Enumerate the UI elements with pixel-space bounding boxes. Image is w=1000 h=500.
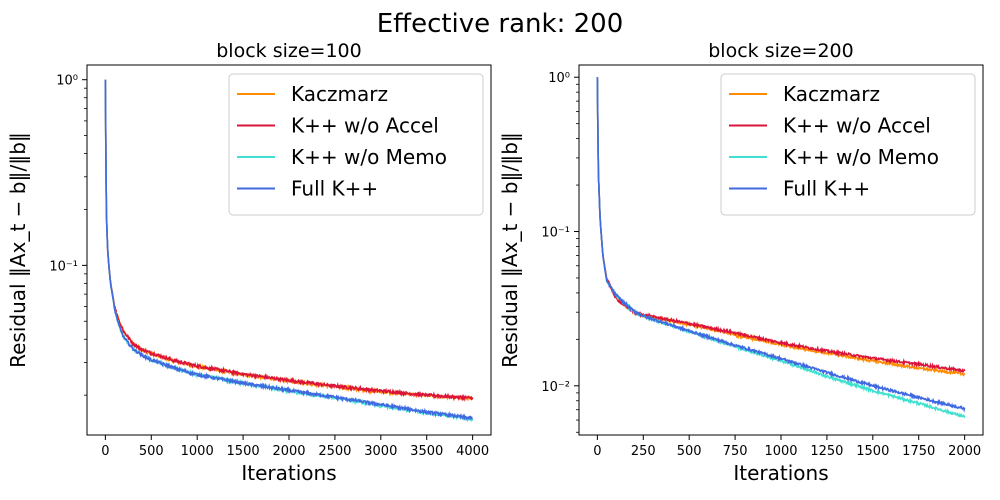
series-group: [104, 79, 474, 423]
x-tick-label: 0: [593, 444, 601, 459]
x-tick-label: 1250: [810, 444, 843, 459]
y-tick-label: 10⁻²: [541, 380, 570, 395]
legend-box: [228, 73, 484, 216]
x-tick-label: 1000: [181, 444, 214, 459]
x-tick-label: 250: [631, 444, 656, 459]
y-tick-label: 10⁻¹: [49, 259, 78, 274]
y-tick-label: 10⁰: [548, 71, 570, 86]
series-line-full-k-: [104, 79, 473, 421]
legend-entry-label: K++ w/o Accel: [291, 114, 439, 138]
legend-entry-label: Full K++: [291, 177, 378, 201]
legend-entry-label: K++ w/o Memo: [783, 145, 939, 169]
x-tick-label: 1500: [856, 444, 889, 459]
series-line-k-w-o-accel: [596, 77, 966, 374]
x-tick-label: 1000: [764, 444, 797, 459]
x-tick-label: 4000: [456, 444, 489, 459]
series-line-full-k-: [596, 77, 966, 413]
x-tick-label: 3000: [364, 444, 397, 459]
legend-box: [720, 73, 976, 216]
legend-entry-label: Full K++: [783, 177, 870, 201]
legend: Kaczmarz K++ w/o Accel K++ w/o Memo Full K+…: [228, 73, 484, 216]
x-tick-label: 500: [677, 444, 702, 459]
legend-entry-label: Kaczmarz: [783, 82, 880, 106]
x-tick-label: 0: [101, 444, 109, 459]
series-line-k-w-o-accel: [104, 79, 474, 402]
x-tick-label: 2000: [272, 444, 305, 459]
x-tick-label: 2500: [318, 444, 351, 459]
x-tick-label: 750: [723, 444, 748, 459]
y-axis-label: Residual ‖Ax_t − b‖/‖b‖: [498, 132, 522, 368]
x-tick-label: 500: [139, 444, 164, 459]
legend-entry-label: Kaczmarz: [291, 82, 388, 106]
subplot-2: block size=200 0 250 500 750 1000 1250 1500 1750…: [498, 40, 984, 485]
x-axis-label: Iterations: [733, 461, 828, 485]
y-tick-label: 10⁻¹: [541, 226, 570, 241]
y-tick-label: 10⁰: [56, 74, 78, 89]
x-tick-label: 2000: [948, 444, 981, 459]
x-tick-label: 1500: [227, 444, 260, 459]
legend-entry-label: K++ w/o Accel: [783, 114, 931, 138]
subplot-1: block size=100 0 500 1000 1500 2000 2500 3000 35…: [6, 40, 492, 485]
x-tick-label: 3500: [410, 444, 443, 459]
figure-title: Effective rank: 200: [377, 9, 624, 39]
x-axis-label: Iterations: [241, 461, 336, 485]
legend: Kaczmarz K++ w/o Accel K++ w/o Memo Full K+…: [720, 73, 976, 216]
x-tick-label: 1750: [902, 444, 935, 459]
subplot-title: block size=200: [708, 40, 853, 62]
subplot-title: block size=100: [216, 40, 361, 62]
series-group: [596, 77, 966, 419]
legend-entry-label: K++ w/o Memo: [291, 145, 447, 169]
y-axis-label: Residual ‖Ax_t − b‖/‖b‖: [6, 132, 30, 368]
